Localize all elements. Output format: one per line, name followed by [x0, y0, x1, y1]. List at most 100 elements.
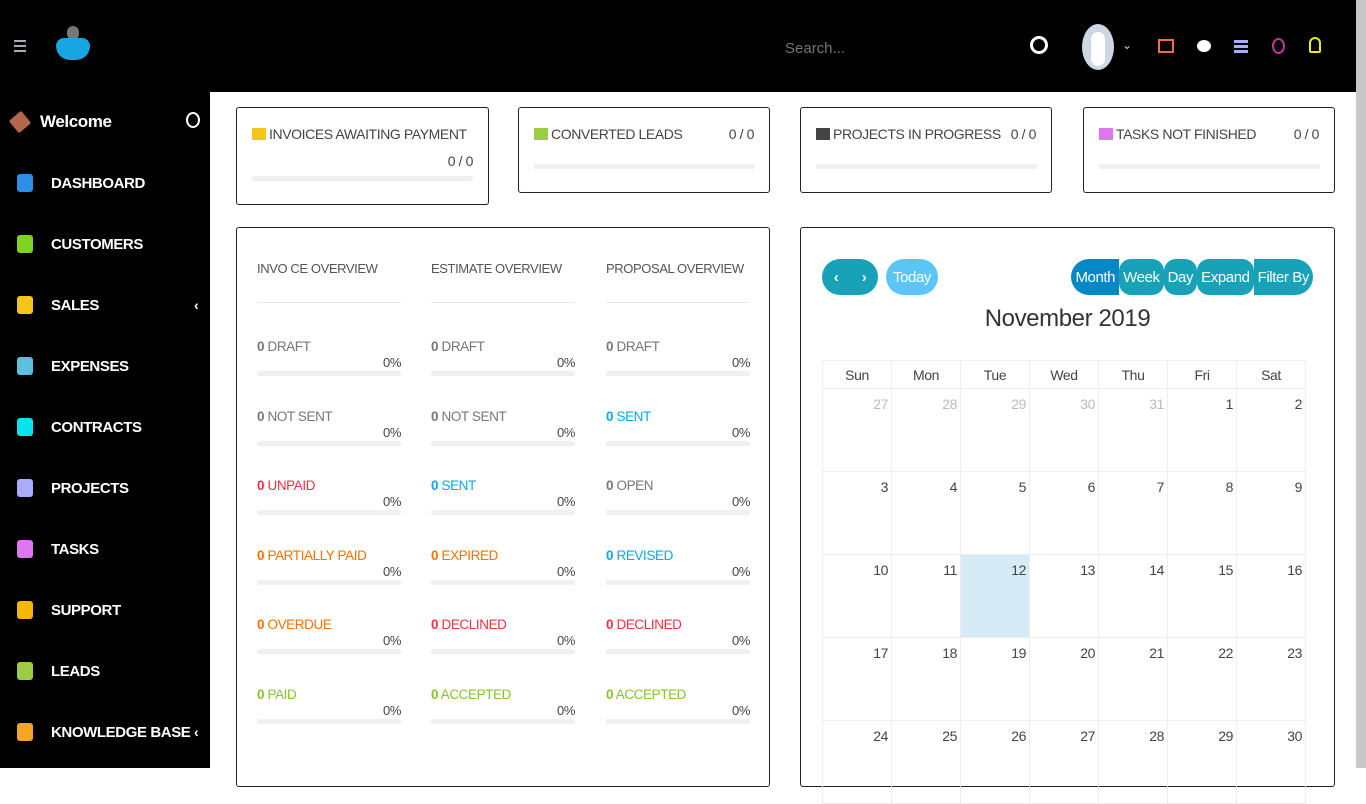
calendar-prev-button[interactable]: ‹: [822, 259, 850, 295]
sidebar-item-dashboard[interactable]: DASHBOARD: [0, 163, 210, 203]
calendar-day[interactable]: 30: [1236, 720, 1306, 804]
chevron-left-icon[interactable]: ‹: [194, 724, 199, 740]
overview-row[interactable]: 0 REVISED 0%: [606, 548, 750, 586]
overview-row[interactable]: 0 ACCEPTED 0%: [431, 687, 575, 725]
calendar-day[interactable]: 26: [960, 720, 1030, 804]
calendar-day[interactable]: 28: [891, 388, 961, 472]
overview-row[interactable]: 0 DRAFT 0%: [431, 339, 575, 377]
calendar-week: 17 18 19 20 21 22 23: [822, 637, 1306, 721]
avatar[interactable]: [1082, 24, 1114, 70]
search-input[interactable]: [785, 34, 1005, 62]
calendar-day[interactable]: 17: [822, 637, 892, 721]
overview-row[interactable]: 0 SENT 0%: [431, 478, 575, 516]
calendar-day[interactable]: 27: [1029, 720, 1099, 804]
row-label: PAID: [267, 687, 297, 702]
overview-row[interactable]: 0 UNPAID 0%: [257, 478, 401, 516]
card-icon: [534, 128, 548, 140]
calendar-day[interactable]: 30: [1029, 388, 1099, 472]
calendar-day[interactable]: 6: [1029, 471, 1099, 555]
bell-icon[interactable]: [1309, 37, 1321, 53]
calendar-day[interactable]: 16: [1236, 554, 1306, 638]
sidebar-item-sales[interactable]: SALES ‹: [0, 285, 210, 325]
row-label: SENT: [616, 408, 651, 424]
chevron-left-icon[interactable]: ‹: [194, 297, 199, 313]
calendar-day[interactable]: 7: [1098, 471, 1168, 555]
sidebar-item-contracts[interactable]: CONTRACTS: [0, 407, 210, 447]
calendar-day[interactable]: 23: [1236, 637, 1306, 721]
overview-row[interactable]: 0 ACCEPTED 0%: [606, 687, 750, 725]
overview-row[interactable]: 0 NOT SENT 0%: [257, 409, 401, 447]
stat-card: CONVERTED LEADS 0 / 0: [518, 107, 770, 193]
calendar-day[interactable]: 12: [960, 554, 1030, 638]
card-title: INVOICES AWAITING PAYMENT: [269, 126, 467, 142]
calendar-day[interactable]: 19: [960, 637, 1030, 721]
logo[interactable]: [56, 26, 90, 62]
calendar-day[interactable]: 8: [1167, 471, 1237, 555]
row-label: EXPIRED: [441, 547, 498, 563]
overview-row[interactable]: 0 OVERDUE 0%: [257, 617, 401, 655]
calendar-day[interactable]: 2: [1236, 388, 1306, 472]
calendar-day[interactable]: 20: [1029, 637, 1099, 721]
view-week-button[interactable]: Week: [1119, 259, 1164, 295]
calendar-day[interactable]: 13: [1029, 554, 1099, 638]
calendar-day[interactable]: 14: [1098, 554, 1168, 638]
clock-icon[interactable]: [1272, 38, 1285, 54]
overview-row[interactable]: 0 DRAFT 0%: [257, 339, 401, 377]
search-icon[interactable]: [1030, 36, 1048, 54]
sidebar-item-support[interactable]: SUPPORT: [0, 590, 210, 630]
chevron-down-icon[interactable]: ⌄: [1122, 38, 1132, 52]
overview-row[interactable]: 0 EXPIRED 0%: [431, 548, 575, 586]
calendar-day[interactable]: 31: [1098, 388, 1168, 472]
calendar-day[interactable]: 1: [1167, 388, 1237, 472]
overview-row[interactable]: 0 OPEN 0%: [606, 478, 750, 516]
overview-row[interactable]: 0 NOT SENT 0%: [431, 409, 575, 447]
overview-row[interactable]: 0 PARTIALLY PAID 0%: [257, 548, 401, 586]
calendar-day[interactable]: 25: [891, 720, 961, 804]
calendar-day[interactable]: 10: [822, 554, 892, 638]
row-label: DRAFT: [616, 339, 660, 354]
calendar-day[interactable]: 21: [1098, 637, 1168, 721]
sidebar-item-projects[interactable]: PROJECTS: [0, 468, 210, 508]
list-icon[interactable]: [1234, 40, 1248, 53]
view-month-button[interactable]: Month: [1071, 259, 1120, 295]
calendar-day[interactable]: 27: [822, 388, 892, 472]
sidebar-item-customers[interactable]: CUSTOMERS: [0, 224, 210, 264]
scrollbar[interactable]: [1356, 0, 1366, 768]
overview-row[interactable]: 0 SENT 0%: [606, 409, 750, 447]
menu-toggle-icon[interactable]: [14, 40, 26, 52]
calendar-day[interactable]: 22: [1167, 637, 1237, 721]
calendar-day[interactable]: 24: [822, 720, 892, 804]
view-expand-button[interactable]: Expand: [1197, 259, 1254, 295]
calendar-day[interactable]: 29: [960, 388, 1030, 472]
calendar-week: 27 28 29 30 31 1 2: [822, 388, 1306, 472]
power-icon[interactable]: [186, 112, 200, 128]
balance-scale-icon: [15, 295, 35, 315]
row-label: OVERDUE: [267, 617, 332, 633]
row-count: 0: [606, 408, 614, 424]
sidebar-item-leads[interactable]: LEADS: [0, 651, 210, 691]
calendar-day[interactable]: 9: [1236, 471, 1306, 555]
overview-row[interactable]: 0 DECLINED 0%: [606, 617, 750, 655]
chat-icon[interactable]: [1197, 40, 1211, 52]
calendar-next-button[interactable]: ›: [850, 259, 878, 295]
view-day-button[interactable]: Day: [1163, 259, 1198, 295]
sidebar-item-tasks[interactable]: TASKS: [0, 529, 210, 569]
overview-row[interactable]: 0 PAID 0%: [257, 687, 401, 725]
weekday-header: Mon: [891, 360, 961, 389]
calendar-day[interactable]: 3: [822, 471, 892, 555]
calendar-day[interactable]: 11: [891, 554, 961, 638]
calendar-day[interactable]: 18: [891, 637, 961, 721]
newspaper-icon[interactable]: [1158, 39, 1174, 53]
calendar-today-button[interactable]: Today: [886, 259, 938, 295]
sidebar-item-expenses[interactable]: EXPENSES: [0, 346, 210, 386]
calendar-day[interactable]: 15: [1167, 554, 1237, 638]
calendar-day[interactable]: 5: [960, 471, 1030, 555]
calendar-day[interactable]: 29: [1167, 720, 1237, 804]
overview-row[interactable]: 0 DECLINED 0%: [431, 617, 575, 655]
calendar-day[interactable]: 28: [1098, 720, 1168, 804]
overview-row[interactable]: 0 DRAFT 0%: [606, 339, 750, 377]
view-filter-by-button[interactable]: Filter By: [1253, 259, 1313, 295]
sidebar-item-knowledge-base[interactable]: KNOWLEDGE BASE ‹: [0, 712, 210, 752]
calendar-day[interactable]: 4: [891, 471, 961, 555]
sidebar-item-label: LEADS: [51, 662, 100, 680]
